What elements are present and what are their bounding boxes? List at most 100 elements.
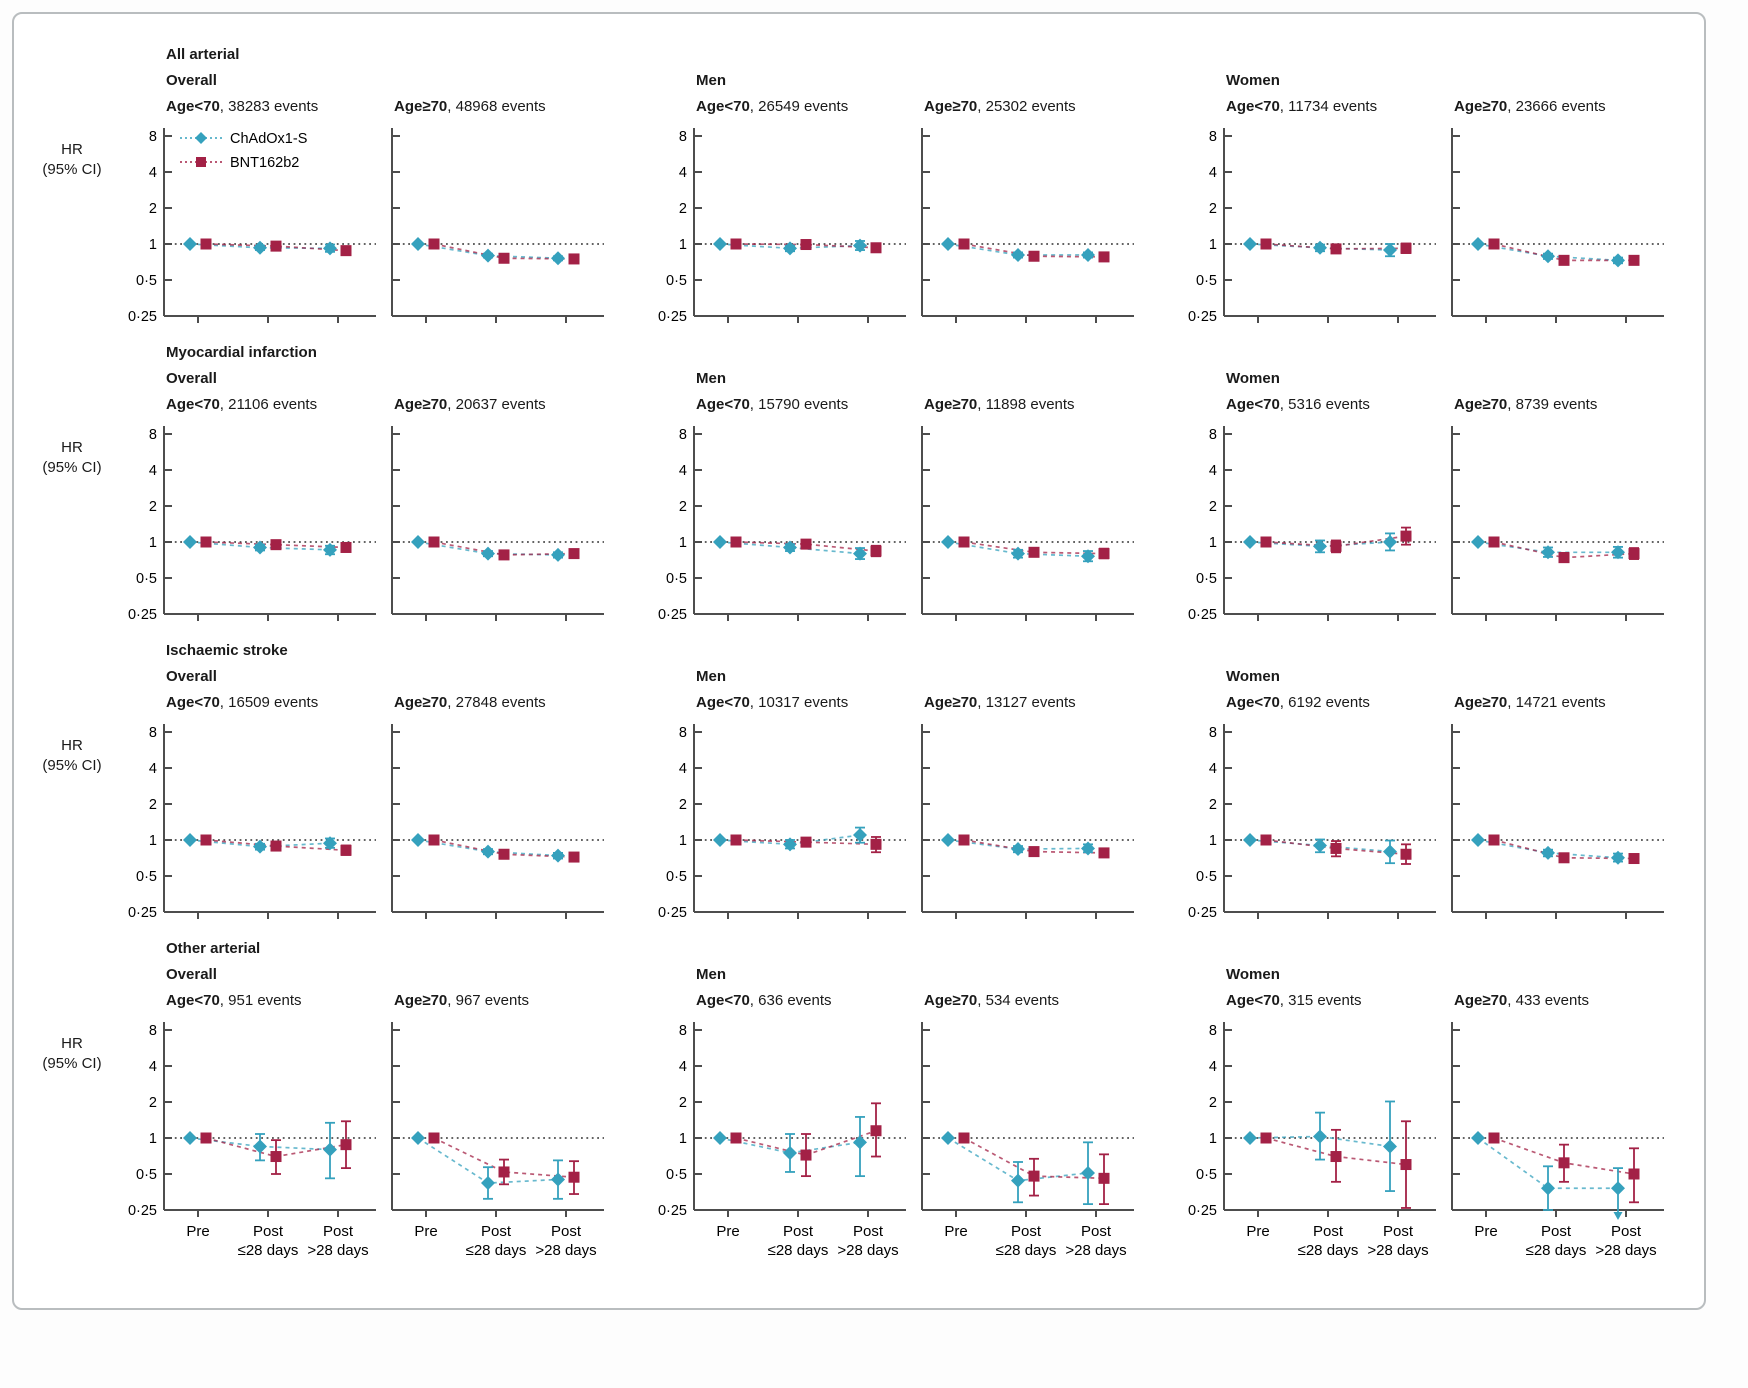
x-tick-label: >28 days xyxy=(1065,1242,1126,1259)
legend-marker-square xyxy=(196,157,206,167)
marker-diamond-chadox1s xyxy=(323,542,337,557)
events-count-text: , 27848 events xyxy=(447,694,546,711)
marker-diamond-chadox1s xyxy=(1471,833,1485,847)
x-tick-label: >28 days xyxy=(535,1242,596,1259)
chart-panel: Women Age<70, 315 events 8 4 2 1 0·5 0·25 Pre Pos… xyxy=(1176,938,1438,1282)
y-tick-label: 0·5 xyxy=(136,571,157,587)
plot: 8 4 2 1 0·5 0·25 xyxy=(658,128,906,325)
x-tick-label: Post xyxy=(253,1223,284,1240)
marker-square-bnt162b2 xyxy=(1628,254,1640,266)
plot: 8 4 2 1 0·5 0·25 ChAdOx1-S BNT162b2 xyxy=(128,128,376,325)
y-tick-label: 8 xyxy=(679,1023,687,1039)
marker-square-bnt162b2 xyxy=(730,834,742,846)
events-count-text: , 21106 events xyxy=(219,396,318,413)
group-label xyxy=(378,964,606,990)
chart-panel: Age≥70, 13127 events xyxy=(908,640,1136,924)
x-tick-label: Pre xyxy=(186,1223,209,1240)
legend-label: ChAdOx1-S xyxy=(230,131,307,147)
chart-panel: Women Age<70, 6192 events 8 4 2 1 0·5 0·25 xyxy=(1176,640,1438,924)
outcome-title: Ischaemic stroke xyxy=(166,642,288,659)
y-tick-label: 8 xyxy=(679,427,687,443)
panel-age-label: Age<70, 5316 events xyxy=(1176,394,1438,420)
y-tick-label: 8 xyxy=(149,1023,157,1039)
y-tick-label: 1 xyxy=(149,833,157,849)
y-tick-label: 4 xyxy=(679,463,687,479)
y-tick-label: 4 xyxy=(679,761,687,777)
marker-diamond-chadox1s xyxy=(1011,546,1025,561)
x-tick-label: >28 days xyxy=(837,1242,898,1259)
marker-diamond-chadox1s xyxy=(941,237,955,251)
marker-diamond-chadox1s xyxy=(551,848,565,863)
chart-panel: Age≥70, 48968 events xyxy=(378,44,606,328)
marker-square-bnt162b2 xyxy=(568,548,580,560)
y-tick-label: 1 xyxy=(149,237,157,253)
panel-age-label: Age<70, 10317 events xyxy=(646,692,908,718)
marker-diamond-chadox1s xyxy=(1313,240,1327,255)
chart-panel: Age≥70, 23666 events xyxy=(1438,44,1666,328)
marker-square-bnt162b2 xyxy=(1028,546,1040,558)
marker-square-bnt162b2 xyxy=(1330,1151,1342,1163)
marker-square-bnt162b2 xyxy=(1628,1168,1640,1180)
chart-panel: Men Age<70, 10317 events 8 4 2 1 0·5 0·25 xyxy=(646,640,908,924)
legend-marker-diamond xyxy=(195,132,207,144)
marker-diamond-chadox1s xyxy=(1383,844,1397,859)
panel-age-label: Age≥70, 8739 events xyxy=(1438,394,1666,420)
marker-square-bnt162b2 xyxy=(1028,250,1040,262)
panel-age-label: Age≥70, 433 events xyxy=(1438,990,1666,1016)
marker-diamond-chadox1s xyxy=(1611,253,1625,268)
marker-square-bnt162b2 xyxy=(1558,852,1570,864)
y-tick-label: 4 xyxy=(149,165,157,181)
marker-square-bnt162b2 xyxy=(1558,1157,1570,1169)
group-label xyxy=(1438,70,1666,96)
marker-square-bnt162b2 xyxy=(1400,242,1412,254)
marker-diamond-chadox1s xyxy=(1541,545,1555,560)
marker-diamond-chadox1s xyxy=(1383,535,1397,549)
events-count-text: , 11898 events xyxy=(977,396,1075,413)
marker-square-bnt162b2 xyxy=(1098,251,1110,263)
marker-diamond-chadox1s xyxy=(183,1131,197,1145)
y-tick-label: 1 xyxy=(1209,1131,1217,1147)
y-tick-label: 8 xyxy=(149,427,157,443)
events-count-text: , 23666 events xyxy=(1507,98,1606,115)
y-tick-label: 0·25 xyxy=(658,1203,687,1219)
y-tick-label: 2 xyxy=(149,1095,157,1111)
marker-square-bnt162b2 xyxy=(200,1132,212,1144)
events-count-text: , 5316 events xyxy=(1279,396,1370,413)
marker-diamond-chadox1s xyxy=(853,238,867,253)
group-label xyxy=(378,70,606,96)
age-group-text: Age≥70 xyxy=(924,694,978,711)
age-group-text: Age<70 xyxy=(166,992,220,1009)
y-tick-label: 0·5 xyxy=(666,869,687,885)
x-tick-label: Post xyxy=(323,1223,354,1240)
events-count-text: , 433 events xyxy=(1507,992,1589,1009)
chart-panel: Other arterial Overall Age<70, 951 events 8… xyxy=(116,938,378,1282)
outcome-row: HR (95% CI) Myocardial infarction Overall Ag… xyxy=(28,342,1686,626)
y-tick-label: 8 xyxy=(1209,129,1217,145)
outcome-title xyxy=(908,640,1136,666)
marker-diamond-chadox1s xyxy=(551,251,565,266)
marker-diamond-chadox1s xyxy=(1383,243,1397,258)
figure-card: HR (95% CI) All arterial Overall Age<70, 382… xyxy=(12,12,1706,1310)
marker-diamond-chadox1s xyxy=(1243,833,1257,847)
marker-diamond-chadox1s xyxy=(323,241,337,256)
y-tick-label: 4 xyxy=(1209,463,1217,479)
plot xyxy=(921,426,1134,621)
y-axis-label: HR (95% CI) xyxy=(28,938,116,1075)
y-tick-label: 0·25 xyxy=(128,1203,157,1219)
marker-square-bnt162b2 xyxy=(1260,834,1272,846)
marker-diamond-chadox1s xyxy=(411,1131,425,1145)
events-count-text: , 534 events xyxy=(977,992,1059,1009)
panel-age-label: Age<70, 636 events xyxy=(646,990,908,1016)
x-tick-label: Post xyxy=(1541,1223,1572,1240)
marker-diamond-chadox1s xyxy=(1243,1131,1257,1145)
marker-square-bnt162b2 xyxy=(1558,254,1570,266)
marker-diamond-chadox1s xyxy=(713,833,727,847)
outcome-title: Other arterial xyxy=(166,940,261,957)
outcome-title xyxy=(1438,342,1666,368)
chart-panel: Age≥70, 967 events Pre Post ≤28 days Post >28… xyxy=(378,938,606,1282)
marker-square-bnt162b2 xyxy=(958,536,970,548)
plot: 8 4 2 1 0·5 0·25 xyxy=(1188,128,1436,325)
y-tick-label: 2 xyxy=(149,499,157,515)
marker-square-bnt162b2 xyxy=(428,834,440,846)
